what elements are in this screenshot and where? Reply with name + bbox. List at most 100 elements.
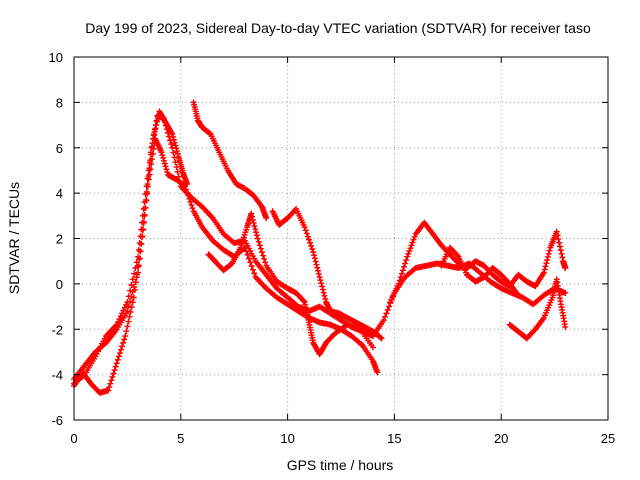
y-tick-label: -6	[51, 413, 63, 428]
data-point	[304, 233, 311, 240]
y-tick-label: -2	[51, 322, 63, 337]
data-point	[315, 267, 322, 274]
data-point	[544, 253, 551, 260]
data-point	[148, 156, 155, 163]
data-point	[148, 143, 155, 150]
data-point	[411, 233, 418, 240]
data-point	[556, 239, 563, 246]
data-point	[252, 226, 259, 233]
data-point	[184, 181, 191, 188]
data-point	[308, 242, 315, 249]
series-track-7	[387, 219, 569, 306]
data-point	[313, 261, 320, 268]
data-point	[150, 135, 157, 142]
data-point	[403, 257, 410, 264]
data-point	[408, 242, 415, 249]
data-point	[111, 367, 118, 374]
y-tick-label: -4	[51, 368, 63, 383]
x-tick-label: 20	[494, 431, 508, 446]
data-point	[540, 269, 547, 276]
plot-frame	[73, 56, 609, 421]
data-point	[311, 252, 318, 259]
data-point	[136, 240, 143, 247]
data-point	[206, 130, 213, 137]
data-point	[185, 192, 192, 199]
data-point	[395, 280, 402, 287]
data-points	[71, 99, 569, 396]
data-point	[132, 264, 139, 271]
series-track-8	[438, 244, 522, 299]
data-point	[249, 216, 256, 223]
data-point	[125, 318, 132, 325]
data-point	[145, 167, 152, 174]
data-point	[402, 260, 409, 267]
data-point	[139, 219, 146, 226]
data-point	[309, 245, 316, 252]
data-point	[370, 344, 377, 351]
data-point	[260, 252, 267, 259]
data-point	[113, 360, 120, 367]
data-point	[163, 166, 170, 173]
data-point	[316, 274, 323, 281]
data-point	[161, 160, 168, 167]
data-point	[515, 292, 522, 299]
data-point	[159, 152, 166, 159]
data-point	[120, 339, 127, 346]
data-point	[127, 287, 134, 294]
data-point	[314, 264, 321, 271]
data-point	[401, 263, 408, 270]
data-point	[170, 149, 177, 156]
data-point	[305, 236, 312, 243]
data-point	[302, 227, 309, 234]
data-point	[562, 289, 569, 296]
data-point	[380, 317, 387, 324]
data-point	[150, 132, 157, 139]
data-point	[142, 191, 149, 198]
data-point	[106, 384, 113, 391]
data-point	[318, 280, 325, 287]
data-point	[545, 250, 552, 257]
data-point	[562, 264, 569, 271]
series-track-9	[506, 276, 569, 342]
y-tick-label: 4	[56, 186, 63, 201]
data-point	[173, 145, 180, 152]
data-point	[245, 255, 252, 262]
data-point	[169, 131, 176, 138]
data-point	[170, 133, 177, 140]
data-point	[258, 249, 265, 256]
data-point	[174, 150, 181, 157]
y-tick-label: 10	[49, 50, 63, 65]
data-point	[135, 253, 142, 260]
data-point	[406, 247, 413, 254]
data-point	[170, 136, 177, 143]
data-point	[122, 333, 129, 340]
data-point	[109, 373, 116, 380]
data-point	[321, 292, 328, 299]
data-point	[253, 232, 260, 239]
data-point	[133, 259, 140, 266]
data-point	[319, 286, 326, 293]
data-point	[383, 310, 390, 317]
data-point	[250, 219, 257, 226]
data-point	[127, 308, 134, 315]
data-point	[249, 213, 256, 220]
data-point	[542, 263, 549, 270]
data-point	[253, 229, 260, 236]
y-tick-label: 8	[56, 95, 63, 110]
data-point	[300, 297, 307, 304]
data-point	[562, 323, 569, 330]
x-tick-label: 25	[601, 431, 615, 446]
data-point	[126, 313, 133, 320]
data-point	[151, 128, 158, 135]
data-point	[301, 224, 308, 231]
data-point	[124, 323, 131, 330]
data-point	[554, 232, 561, 239]
data-point	[186, 195, 193, 202]
data-point	[404, 253, 411, 260]
axes: 0 5 10 15 20 25 -6 -4 -2 0 2 4 6 8 10	[49, 50, 616, 446]
data-point	[153, 122, 160, 129]
data-point	[256, 242, 263, 249]
data-point	[257, 245, 264, 252]
data-point	[129, 299, 136, 306]
